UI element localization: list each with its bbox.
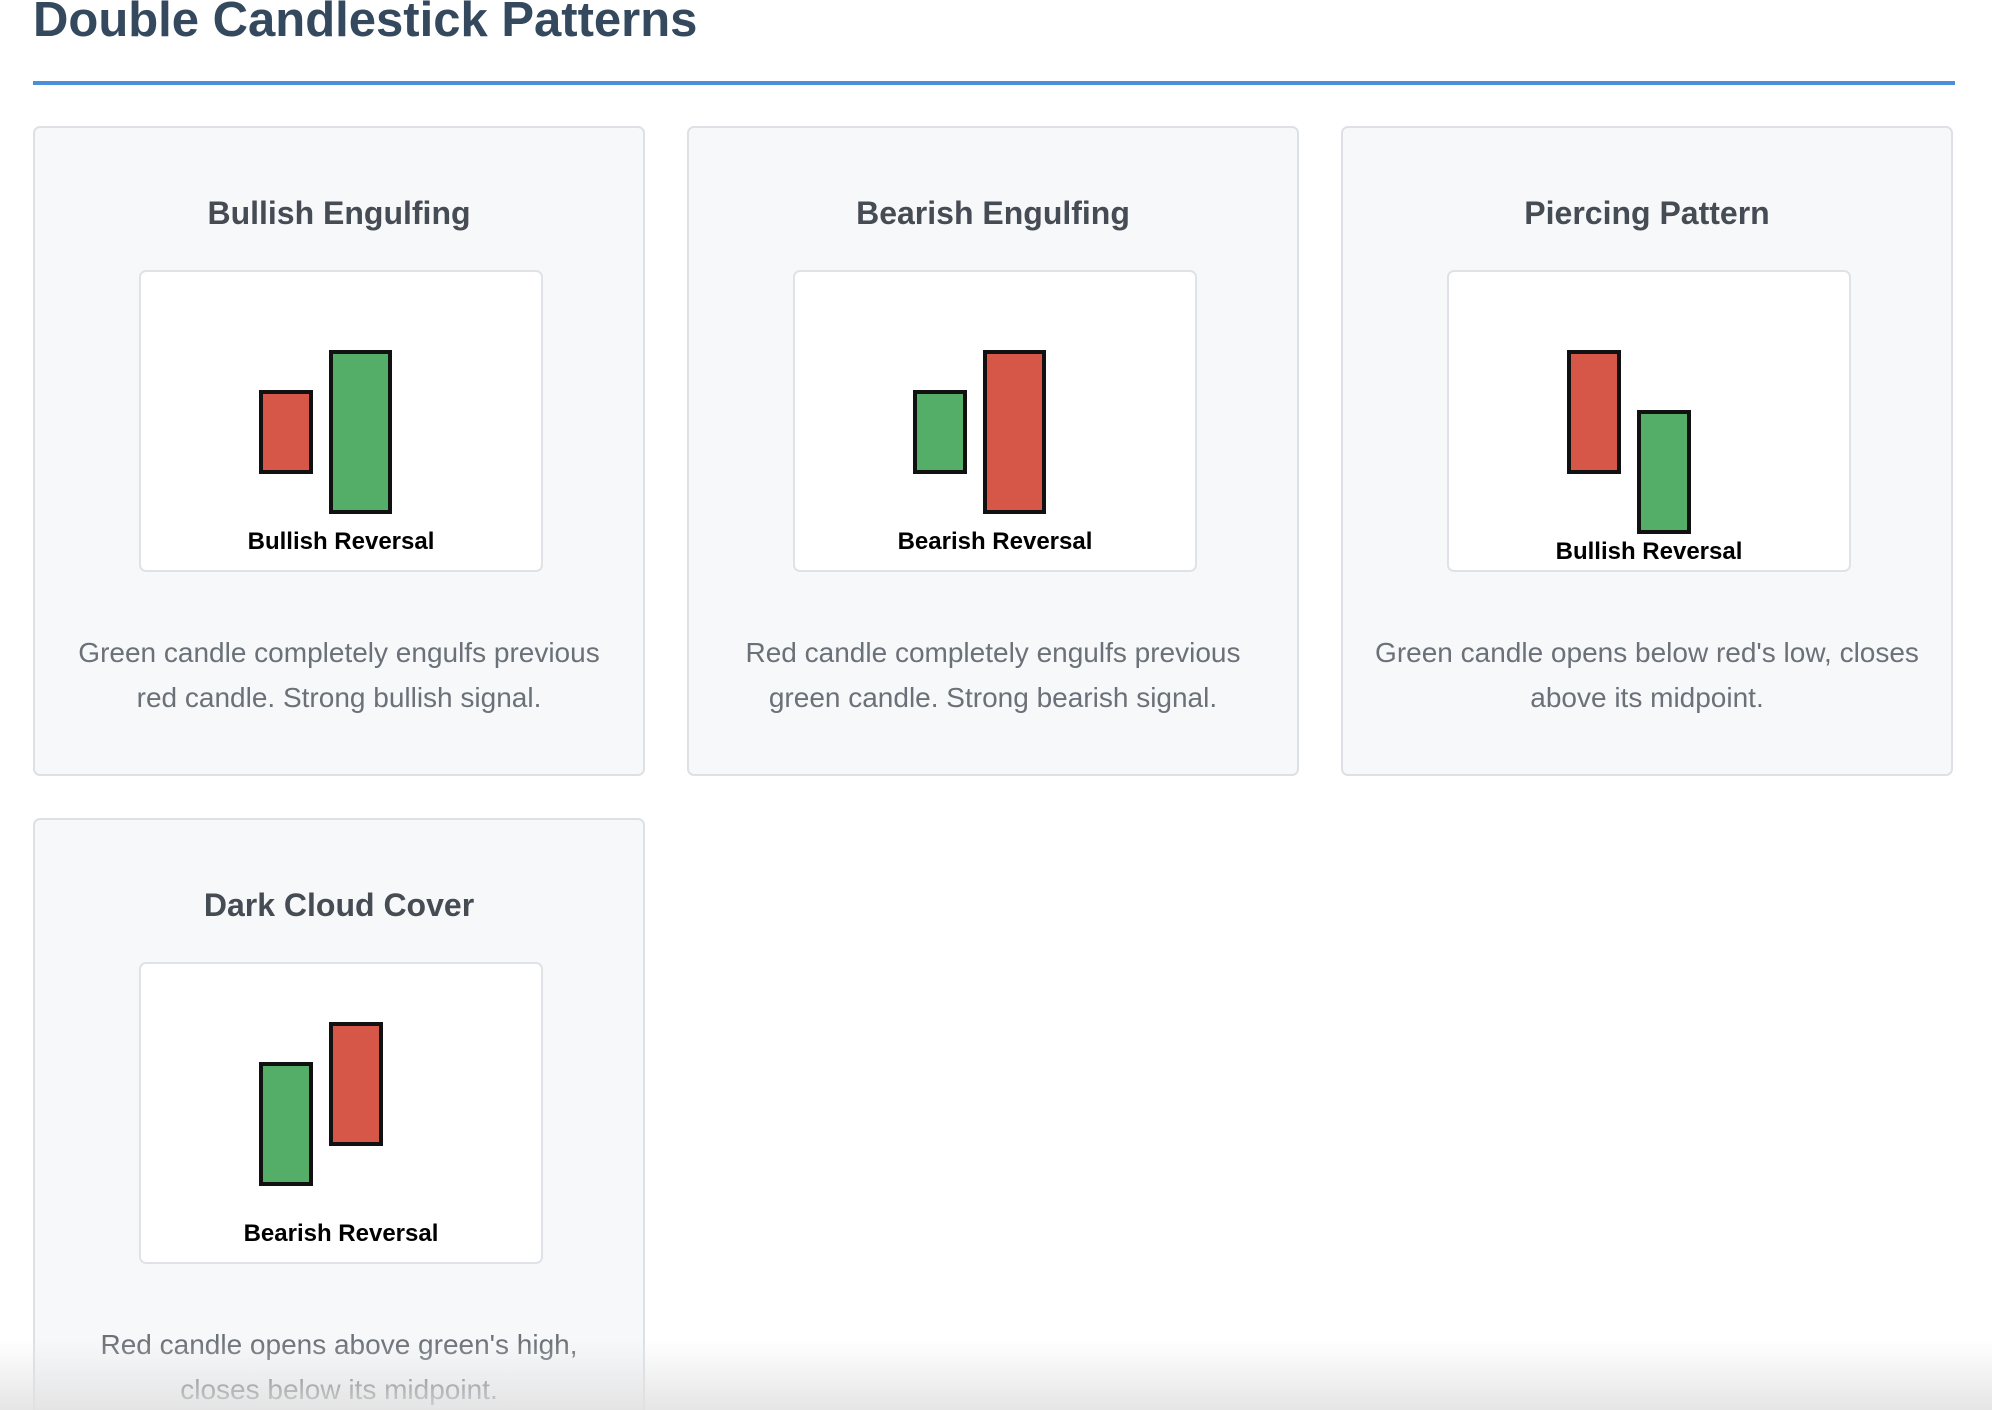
pattern-card-dark-cloud-cover: Dark Cloud Cover Bearish Reversal Red ca…	[33, 818, 645, 1410]
pattern-description: Red candle opens above green's high, clo…	[100, 1329, 578, 1405]
pattern-description: Green candle opens below red's low, clos…	[1375, 637, 1919, 713]
page-title: Double Candlestick Patterns	[33, 0, 698, 47]
candle-1-bearish	[1567, 350, 1621, 474]
pattern-diagram: Bearish Reversal	[139, 962, 543, 1264]
signal-label: Bearish Reversal	[897, 528, 1093, 555]
signal-label: Bullish Reversal	[247, 528, 435, 555]
pattern-title: Bearish Engulfing	[856, 195, 1130, 231]
signal-label: Bullish Reversal	[1555, 538, 1743, 565]
candle-2-bullish	[329, 350, 392, 514]
title-divider	[33, 81, 1955, 85]
pattern-card-piercing-pattern: Piercing Pattern Bullish Reversal Green …	[1341, 126, 1953, 776]
candle-1-bearish	[259, 390, 313, 474]
pattern-card-bearish-engulfing: Bearish Engulfing Bearish Reversal Red c…	[687, 126, 1299, 776]
pattern-title: Dark Cloud Cover	[203, 887, 475, 923]
pattern-description: Red candle completely engulfs previous g…	[745, 637, 1241, 713]
pattern-diagram: Bearish Reversal	[793, 270, 1197, 572]
candle-2-bearish	[329, 1022, 383, 1146]
signal-label: Bearish Reversal	[243, 1220, 439, 1247]
pattern-description: Green candle completely engulfs previous…	[78, 637, 600, 713]
pattern-diagram: Bullish Reversal	[139, 270, 543, 572]
candle-1-bullish	[913, 390, 967, 474]
candle-2-bearish	[983, 350, 1046, 514]
candle-2-bullish	[1637, 410, 1691, 534]
candle-1-bullish	[259, 1062, 313, 1186]
pattern-title: Bullish Engulfing	[207, 195, 471, 231]
pattern-card-bullish-engulfing: Bullish Engulfing Bullish Reversal Green…	[33, 126, 645, 776]
pattern-diagram: Bullish Reversal	[1447, 270, 1851, 572]
pattern-title: Piercing Pattern	[1524, 195, 1770, 231]
